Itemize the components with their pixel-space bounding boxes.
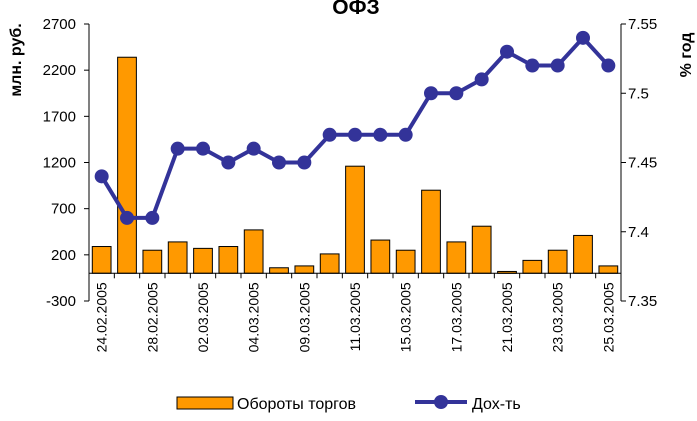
y-right-tick-label: 7.5 [628,85,649,102]
bar [421,189,441,274]
legend-bar-swatch [176,396,234,410]
yield-point [348,127,362,142]
yield-point [576,30,590,45]
y-right-tick-label: 7.4 [628,224,649,241]
yield-point [196,141,210,156]
bar [91,246,112,274]
legend-bar-label: Обороты торгов [237,396,356,413]
bar [370,239,391,274]
bar [167,241,188,274]
x-tick-label: 23.03.2005 [550,282,566,352]
x-tick-label: 28.02.2005 [144,282,160,352]
y-left-tick-label: 2700 [43,16,76,33]
yield-point [424,86,438,101]
bar [598,265,619,274]
yield-point [170,141,185,156]
yield-point [94,169,109,184]
x-tick-label: 02.03.2005 [195,282,211,352]
x-tick-label: 09.03.2005 [296,282,312,352]
bar [117,56,137,274]
y-left-tick-label: -300 [46,293,76,310]
x-tick-label: 24.02.2005 [94,282,110,352]
axes-group: 2700 2200 1700 1200 700 200 -300 7.55 7.5 7.45 7.4… [43,16,658,352]
bar [573,234,593,274]
x-tick-label: 11.03.2005 [347,282,363,351]
yield-point [221,155,236,170]
legend-line-marker [434,395,448,409]
y-left-tick-label: 1200 [43,155,76,172]
bar [294,265,315,274]
bar [395,249,416,274]
yield-point [449,86,464,101]
x-tick-label: 04.03.2005 [246,282,262,352]
x-tick-label: 15.03.2005 [398,282,414,352]
y-left-axis-title: млн. руб. [8,23,25,96]
legend-line-label: Дох-ть [472,396,521,413]
y-right-axis-title: % год [678,33,695,78]
y-left-tick-label: 200 [51,247,76,264]
yield-point [525,58,540,73]
y-right-tick-label: 7.45 [628,155,657,172]
bar [446,241,467,274]
bar [193,247,213,274]
x-tick-label: 17.03.2005 [448,282,464,352]
y-left-tick-label: 1700 [43,108,76,125]
yield-point [120,210,134,225]
bar [547,249,568,274]
y-right-tick-label: 7.55 [628,16,657,33]
bar [243,229,264,274]
y-right-tick-label: 7.35 [628,293,657,310]
yield-point [398,127,413,142]
yield-point [500,44,514,59]
y-left-tick-label: 700 [51,201,76,218]
yield-point [550,58,565,73]
x-tick-label: 25.03.2005 [600,282,616,352]
yield-point [601,58,616,73]
legend: Обороты торгов Дох-ть [176,395,521,413]
chart-title: ОФЗ [332,0,379,19]
bar [522,259,543,274]
yield-point [297,155,312,170]
line-group [94,30,616,225]
yield-point [272,155,286,170]
yield-point [373,127,388,142]
bar [142,249,163,274]
x-tick-label: 21.03.2005 [499,282,515,352]
bar [345,165,365,274]
yield-point [145,210,160,225]
bar [319,253,340,274]
bar [269,267,289,274]
bar [471,225,492,274]
yield-point [246,141,261,156]
yield-point [474,72,489,87]
y-left-tick-label: 2200 [43,62,76,79]
bar [218,246,239,274]
yield-point [322,127,337,142]
